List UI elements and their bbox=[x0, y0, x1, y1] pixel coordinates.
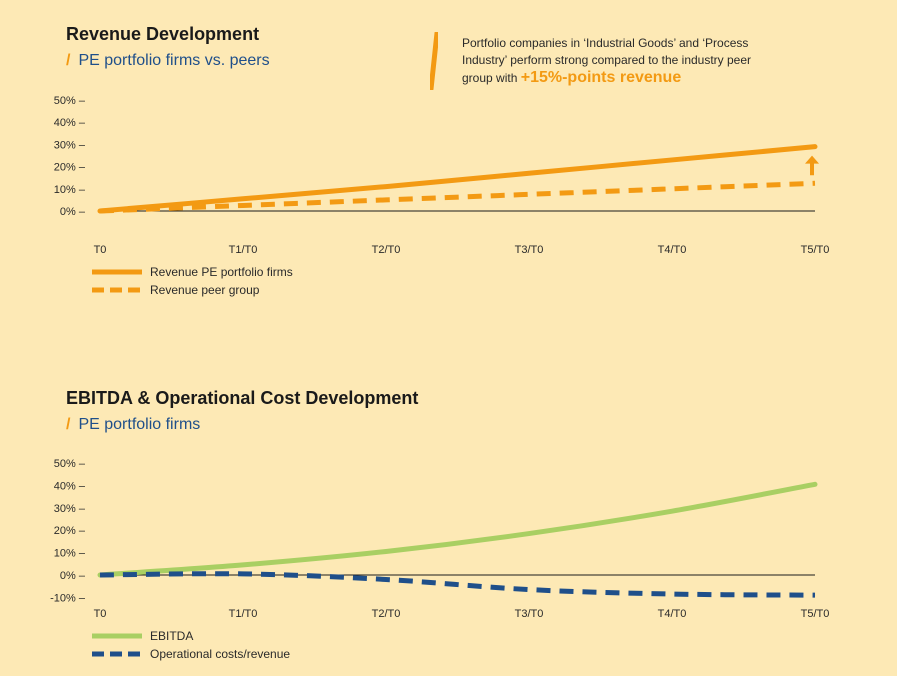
x-tick-label: T3/T0 bbox=[515, 244, 544, 256]
x-tick-label: T2/T0 bbox=[372, 244, 401, 256]
chart-1-subtitle-text: PE portfolio firms vs. peers bbox=[78, 52, 270, 69]
chart-1-plot: 50% – 40% – 30% – 20% – 10% – 0% – T0 T1/T0 T2/T… bbox=[54, 95, 830, 256]
x-tick-label: T0 bbox=[94, 244, 107, 256]
y-tick-label: 40% – bbox=[54, 480, 86, 492]
legend-swatch-solid-orange bbox=[92, 269, 142, 275]
y-tick-label: 30% – bbox=[54, 139, 86, 151]
x-tick-label: T1/T0 bbox=[229, 608, 258, 620]
x-tick-label: T5/T0 bbox=[801, 608, 830, 620]
chart-1-subtitle: / PE portfolio firms vs. peers bbox=[66, 52, 270, 70]
slash-icon: / bbox=[66, 416, 71, 433]
y-tick-label: 50% – bbox=[54, 95, 86, 107]
y-tick-label: 20% – bbox=[54, 525, 86, 537]
x-tick-label: T0 bbox=[94, 608, 107, 620]
y-tick-label: 30% – bbox=[54, 503, 86, 515]
y-tick-label: -10% – bbox=[50, 592, 86, 604]
legend-label: Operational costs/revenue bbox=[150, 647, 291, 661]
callout-slash-icon bbox=[430, 32, 438, 90]
legend-swatch-solid-green bbox=[92, 633, 142, 639]
legend-item-revenue-peer: Revenue peer group bbox=[92, 281, 293, 299]
y-tick-label: 50% – bbox=[54, 458, 86, 470]
chart-2-title: EBITDA & Operational Cost Development bbox=[66, 388, 419, 408]
chart-1-legend: Revenue PE portfolio firms Revenue peer … bbox=[92, 263, 293, 299]
y-tick-label: 10% – bbox=[54, 184, 86, 196]
legend-label: Revenue peer group bbox=[150, 283, 260, 297]
y-tick-label: 0% – bbox=[60, 570, 86, 582]
legend-swatch-dashed-orange bbox=[92, 287, 142, 293]
slash-icon: / bbox=[66, 52, 71, 69]
chart-1-title: Revenue Development bbox=[66, 24, 260, 44]
chart-1-callout: Portfolio companies in ‘Industrial Goods… bbox=[462, 35, 782, 87]
y-tick-label: 20% – bbox=[54, 162, 86, 174]
legend-swatch-dashed-navy bbox=[92, 651, 142, 657]
legend-label: Revenue PE portfolio firms bbox=[150, 265, 293, 279]
series-line-0 bbox=[97, 481, 818, 578]
legend-item-ebitda: EBITDA bbox=[92, 627, 290, 645]
chart-2-subtitle-text: PE portfolio firms bbox=[78, 416, 201, 433]
series-line-1 bbox=[99, 180, 816, 214]
x-tick-label: T4/T0 bbox=[658, 608, 687, 620]
x-tick-label: T3/T0 bbox=[515, 608, 544, 620]
legend-item-opcost: Operational costs/revenue bbox=[92, 645, 290, 663]
legend-label: EBITDA bbox=[150, 629, 194, 643]
up-arrow-icon bbox=[805, 155, 819, 164]
x-tick-label: T5/T0 bbox=[801, 244, 830, 256]
x-tick-label: T4/T0 bbox=[658, 244, 687, 256]
series-line-1 bbox=[99, 571, 816, 598]
y-tick-label: 10% – bbox=[54, 548, 86, 560]
chart-2-subtitle: / PE portfolio firms bbox=[66, 416, 200, 434]
callout-text: Portfolio companies in ‘Industrial Goods… bbox=[462, 36, 752, 85]
x-tick-label: T1/T0 bbox=[229, 244, 258, 256]
legend-item-revenue-pe: Revenue PE portfolio firms bbox=[92, 263, 293, 281]
x-tick-label: T2/T0 bbox=[372, 608, 401, 620]
chart-2-legend: EBITDA Operational costs/revenue bbox=[92, 627, 290, 663]
chart-2-plot: 50% – 40% – 30% – 20% – 10% – 0% – -10% – T0 T1/… bbox=[50, 458, 830, 620]
y-tick-label: 40% – bbox=[54, 117, 86, 129]
callout-highlight: +15%-points revenue bbox=[520, 69, 682, 86]
series-line-0 bbox=[97, 144, 818, 214]
y-tick-label: 0% – bbox=[60, 206, 86, 218]
